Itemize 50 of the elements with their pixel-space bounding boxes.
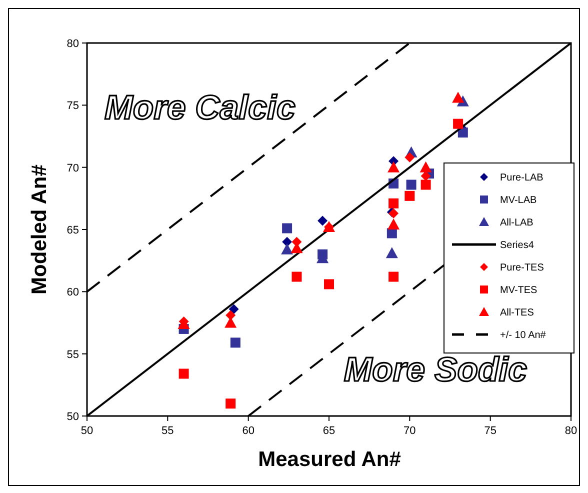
- point: [388, 272, 399, 282]
- legend-label: +/- 10 An#: [500, 330, 546, 341]
- legend-label: MV-TES: [500, 285, 538, 296]
- x-tick-label: 75: [484, 425, 496, 437]
- y-tick-label: 55: [66, 348, 79, 361]
- point: [226, 398, 236, 409]
- point: [230, 338, 240, 348]
- legend-label: Pure-TES: [500, 262, 544, 274]
- point: [318, 216, 328, 226]
- point: [226, 310, 236, 320]
- point: [453, 118, 464, 129]
- point: [281, 243, 294, 254]
- y-tick-label: 80: [66, 38, 79, 50]
- point: [404, 152, 415, 162]
- y-tick-label: 65: [66, 224, 79, 236]
- point: [388, 161, 400, 172]
- point: [386, 247, 398, 258]
- point: [420, 180, 431, 190]
- y-tick-label: 75: [66, 100, 79, 112]
- y-tick-label: 50: [66, 411, 79, 423]
- x-axis-title: Measured An#: [258, 448, 402, 471]
- point: [178, 368, 189, 379]
- point: [282, 223, 292, 234]
- point: [324, 279, 334, 290]
- point: [452, 92, 464, 103]
- annotation: More Sodic: [344, 351, 528, 390]
- point: [388, 218, 400, 230]
- legend-label: MV-LAB: [500, 195, 538, 206]
- x-tick-label: 70: [404, 425, 416, 437]
- point: [406, 180, 416, 190]
- point: [404, 190, 415, 201]
- y-tick-label: 70: [66, 162, 79, 174]
- legend-label: All-TES: [500, 308, 534, 318]
- y-axis-title: Modeled An#: [28, 164, 51, 294]
- x-tick-label: 65: [322, 425, 336, 437]
- point: [282, 236, 292, 247]
- legend-label: Series4: [500, 240, 534, 251]
- point: [292, 272, 302, 282]
- point: [228, 304, 239, 314]
- legend-label: Pure-LAB: [500, 172, 544, 184]
- x-tick-label: 55: [162, 425, 174, 437]
- x-tick-label: 80: [564, 425, 578, 437]
- point: [388, 198, 399, 208]
- annotation: More Calcic: [104, 88, 296, 127]
- point: [420, 161, 432, 172]
- x-tick-label: 60: [242, 425, 254, 437]
- y-tick-label: 60: [66, 286, 79, 299]
- legend-label: All-LAB: [500, 218, 534, 228]
- x-tick-label: 50: [80, 425, 94, 437]
- point: [420, 171, 431, 182]
